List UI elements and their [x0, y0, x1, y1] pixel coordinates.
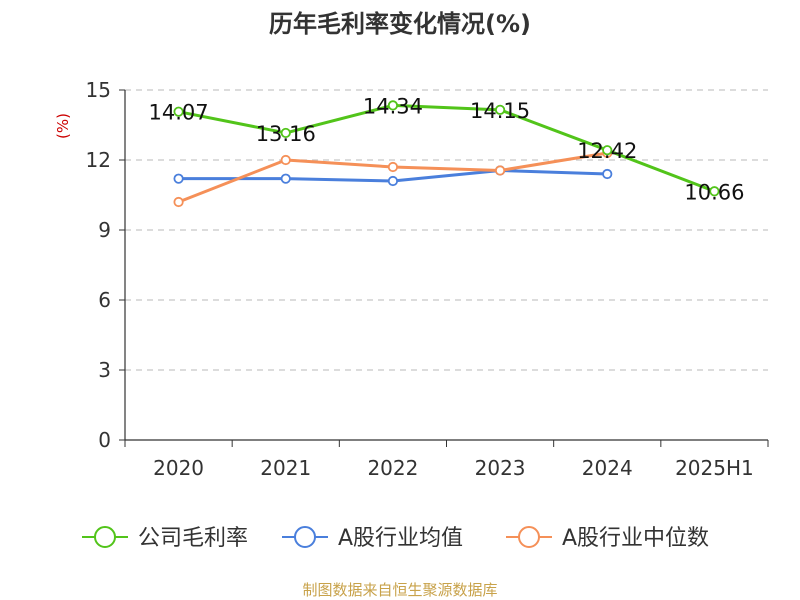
legend-marker	[294, 526, 316, 548]
data-point	[387, 161, 399, 173]
series-layer	[173, 100, 720, 208]
data-label: 12.42	[577, 139, 637, 163]
data-point	[173, 106, 184, 117]
data-point	[280, 127, 291, 139]
series-line	[178, 103, 715, 193]
data-label: 14.34	[363, 94, 423, 118]
data-point	[173, 173, 184, 184]
legend-label: 公司毛利率	[138, 526, 248, 551]
data-point	[280, 173, 291, 184]
y-tick-label: 12	[86, 148, 111, 172]
data-label: 14.07	[149, 101, 209, 125]
y-tick-label: 9	[98, 218, 111, 242]
legend-label: A股行业均值	[338, 526, 463, 551]
x-tick-label: 2024	[582, 456, 633, 480]
x-tick-label: 2021	[260, 456, 311, 480]
data-point	[602, 168, 613, 180]
y-tick-label: 0	[98, 428, 111, 452]
legend-item[interactable]: A股行业均值	[282, 526, 463, 551]
x-tick-label: 2020	[153, 456, 204, 480]
x-tick-label: 2022	[367, 456, 418, 480]
chart-title: 历年毛利率变化情况(%)	[269, 10, 531, 38]
grid-lines	[125, 89, 768, 371]
source-note: 制图数据来自恒生聚源数据库	[302, 581, 497, 599]
y-tick-label: 3	[98, 358, 111, 382]
data-point	[280, 154, 291, 166]
data-labels: 14.07 13.16 14.34 14.15 12.42 10.66	[149, 94, 745, 204]
data-label: 13.16	[256, 122, 316, 146]
data-point	[387, 175, 399, 187]
x-tick-label: 2023	[475, 456, 526, 480]
axes: 0 3 6 9 12 15 2020 2021 2022 2023 2024 2025H1	[86, 78, 769, 480]
legend-marker	[518, 526, 540, 548]
y-tick-label: 6	[98, 288, 111, 312]
legend-item[interactable]: 公司毛利率	[82, 526, 248, 551]
legend-label: A股行业中位数	[562, 526, 709, 551]
y-axis-label: (%)	[54, 113, 72, 139]
x-tick-label: 2025H1	[675, 456, 754, 480]
data-point	[387, 100, 399, 111]
data-point	[494, 104, 506, 115]
data-label: 10.66	[684, 180, 744, 204]
legend[interactable]: 公司毛利率 A股行业均值 A股行业中位数	[82, 526, 709, 551]
data-point	[602, 145, 613, 156]
data-point	[709, 186, 720, 197]
data-point	[494, 165, 506, 176]
data-label: 14.15	[470, 99, 530, 123]
legend-marker	[94, 526, 116, 548]
data-point	[173, 196, 184, 208]
y-tick-label: 15	[86, 78, 111, 102]
legend-item[interactable]: A股行业中位数	[506, 526, 709, 551]
